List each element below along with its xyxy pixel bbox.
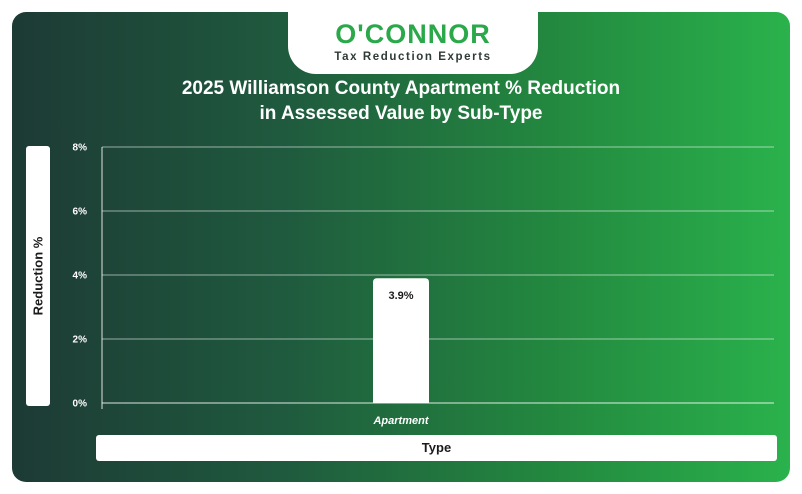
chart-card: O'CONNOR Tax Reduction Experts bbox=[12, 12, 790, 482]
y-tick-label: 0% bbox=[73, 399, 88, 410]
x-axis-label-box bbox=[96, 435, 777, 461]
logo-badge: O'CONNOR Tax Reduction Experts bbox=[288, 12, 538, 74]
brand-logo: O'CONNOR bbox=[335, 19, 491, 49]
bar bbox=[373, 278, 429, 403]
y-tick-label: 4% bbox=[73, 271, 88, 282]
chart-title-line1: 2025 Williamson County Apartment % Reduc… bbox=[181, 78, 621, 99]
chart-title: 2025 Williamson County Apartment % Reduc… bbox=[0, 76, 802, 126]
y-tick-label: 6% bbox=[73, 207, 88, 218]
y-tick-label: 8% bbox=[73, 143, 88, 154]
brand-tagline: Tax Reduction Experts bbox=[334, 51, 492, 63]
x-tick-label: Apartment bbox=[372, 415, 429, 427]
x-axis-label: Type bbox=[421, 440, 452, 455]
y-axis-label-box bbox=[26, 146, 50, 406]
chart-title-line2: in Assessed Value by Sub-Type bbox=[259, 103, 543, 124]
bar-data-label: 3.9% bbox=[388, 290, 413, 302]
y-tick-label: 2% bbox=[73, 335, 88, 346]
